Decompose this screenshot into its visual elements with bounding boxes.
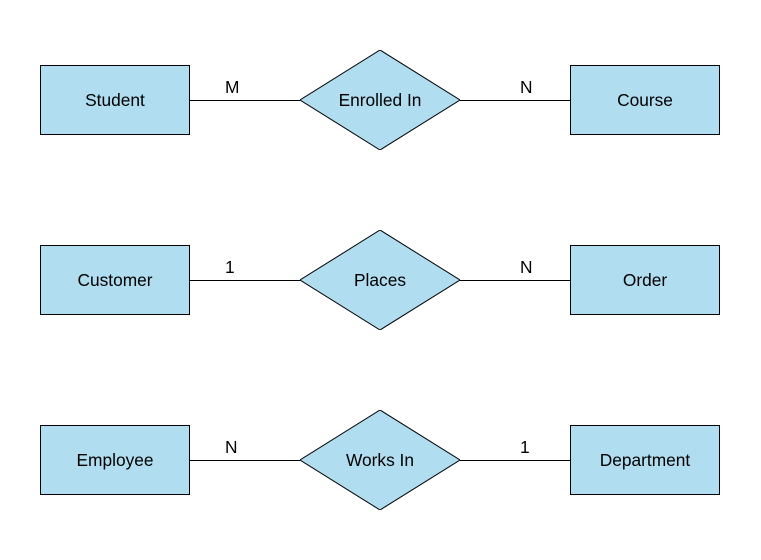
cardinality-label: N <box>225 437 238 457</box>
edge-left-row-3 <box>190 460 300 461</box>
relationship-label: Works In <box>346 450 414 471</box>
cardinality-label: N <box>520 77 533 97</box>
cardinality-left-row-3: N <box>225 437 238 458</box>
entity-label: Course <box>617 90 673 111</box>
entity-label: Customer <box>77 270 152 291</box>
cardinality-right-row-1: N <box>520 77 533 98</box>
entity-left-row-2: Customer <box>40 245 190 315</box>
entity-right-row-1: Course <box>570 65 720 135</box>
entity-label: Department <box>600 450 691 471</box>
edge-right-row-2 <box>460 280 570 281</box>
relationship-label: Enrolled In <box>339 90 422 111</box>
edge-right-row-3 <box>460 460 570 461</box>
relationship-row-1: Enrolled In <box>300 50 460 150</box>
entity-right-row-3: Department <box>570 425 720 495</box>
cardinality-label: M <box>225 77 239 97</box>
entity-left-row-1: Student <box>40 65 190 135</box>
cardinality-right-row-3: 1 <box>520 437 530 458</box>
cardinality-left-row-2: 1 <box>225 257 235 278</box>
edge-left-row-2 <box>190 280 300 281</box>
entity-label: Order <box>623 270 667 291</box>
entity-label: Student <box>85 90 145 111</box>
relationship-row-2: Places <box>300 230 460 330</box>
entity-right-row-2: Order <box>570 245 720 315</box>
cardinality-label: 1 <box>520 437 530 457</box>
cardinality-label: 1 <box>225 257 235 277</box>
cardinality-left-row-1: M <box>225 77 239 98</box>
entity-label: Employee <box>76 450 153 471</box>
relationship-label: Places <box>354 270 406 291</box>
edge-left-row-1 <box>190 100 300 101</box>
er-diagram-canvas: Student Enrolled In Course M N Customer … <box>0 0 761 560</box>
cardinality-right-row-2: N <box>520 257 533 278</box>
relationship-row-3: Works In <box>300 410 460 510</box>
cardinality-label: N <box>520 257 533 277</box>
entity-left-row-3: Employee <box>40 425 190 495</box>
edge-right-row-1 <box>460 100 570 101</box>
